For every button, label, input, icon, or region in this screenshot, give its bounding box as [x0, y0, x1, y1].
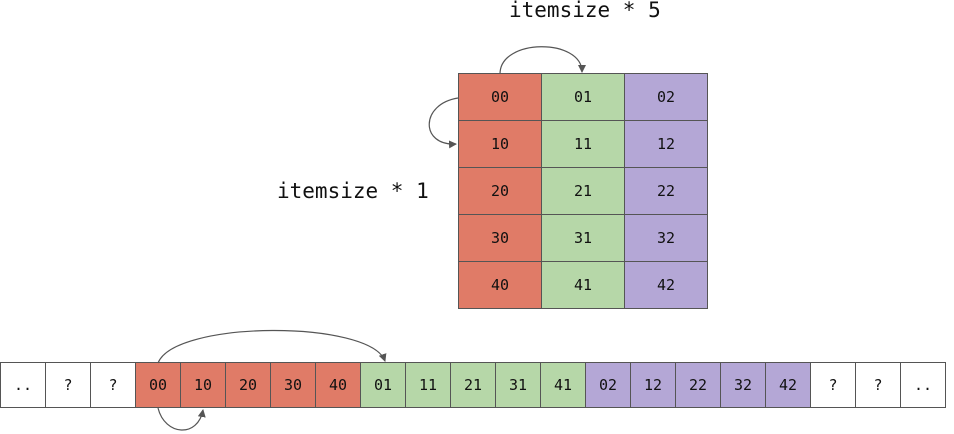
grid-cell-20: 20: [458, 167, 542, 215]
grid-cell-11: 11: [541, 120, 625, 168]
array-grid: 00 01 02 10 11 12 20 21 22 30 31 32 40 41 42: [458, 73, 708, 309]
memory-cell: 02: [585, 362, 631, 408]
grid-cell-40: 40: [458, 261, 542, 309]
memory-cell: 41: [540, 362, 586, 408]
grid-cell-22: 22: [624, 167, 708, 215]
memory-cell: 20: [225, 362, 271, 408]
grid-cell-42: 42: [624, 261, 708, 309]
arrow-strip-row-stride: [157, 407, 206, 431]
memory-cell: 22: [675, 362, 721, 408]
grid-cell-41: 41: [541, 261, 625, 309]
grid-cell-12: 12: [624, 120, 708, 168]
row-stride-label: itemsize * 1: [277, 179, 429, 203]
grid-cell-02: 02: [624, 73, 708, 121]
grid-cell-01: 01: [541, 73, 625, 121]
memory-cell: ?: [855, 362, 901, 408]
memory-cell: 32: [720, 362, 766, 408]
memory-cell: ..: [900, 362, 946, 408]
arrow-column-stride: [499, 46, 586, 75]
arrow-strip-column-stride: [157, 329, 387, 364]
arrow-row-stride: [428, 97, 459, 149]
column-stride-label: itemsize * 5: [509, 0, 661, 22]
grid-cell-30: 30: [458, 214, 542, 262]
memory-cell: 21: [450, 362, 496, 408]
grid-cell-10: 10: [458, 120, 542, 168]
memory-strip: ..?? 00 10 20 30 40 01 11 21 31 41 02 12 22 32 42??..: [0, 362, 946, 408]
memory-cell: 12: [630, 362, 676, 408]
memory-cell: 00: [135, 362, 181, 408]
